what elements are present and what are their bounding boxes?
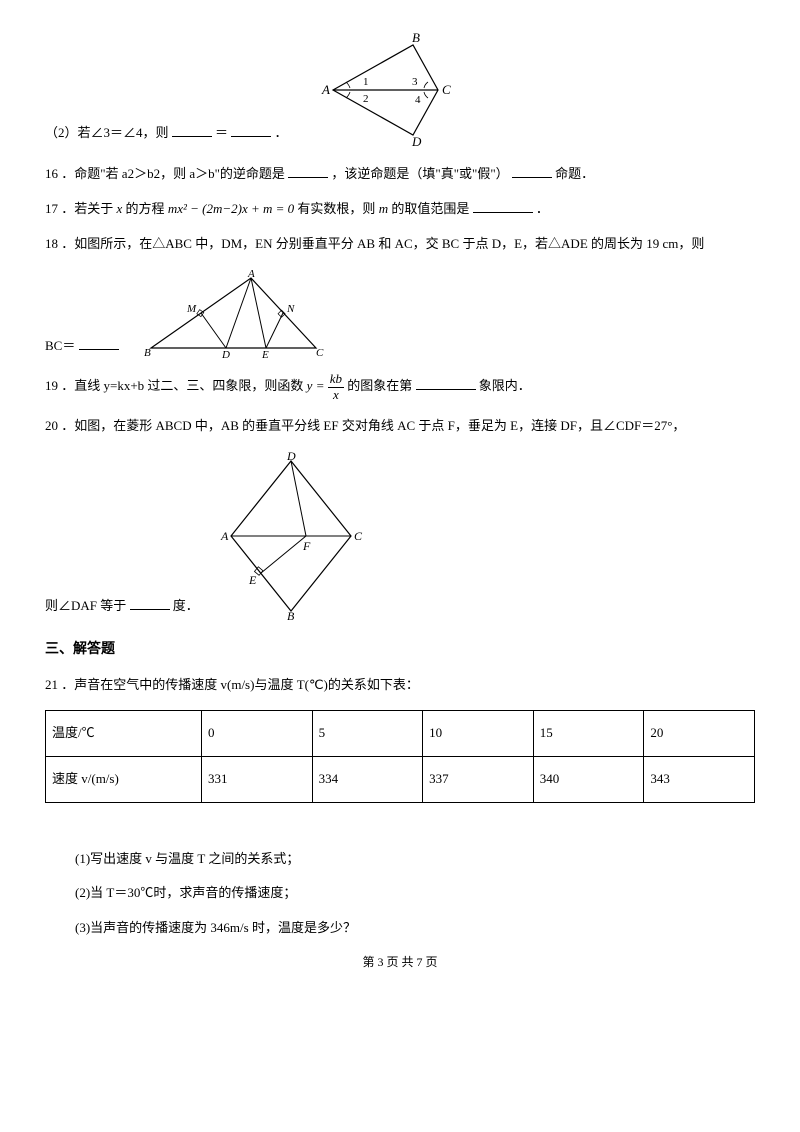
q17-formula: mx² − (2m−2)x + m = 0 bbox=[168, 201, 294, 216]
q17-text4: 的取值范围是 bbox=[391, 201, 469, 216]
q21-sub2: (2)当 T＝30℃时，求声音的传播速度； bbox=[75, 883, 755, 904]
q20-label-d: D bbox=[286, 451, 296, 463]
q15-label-c: C bbox=[442, 82, 451, 97]
q18-text: 18 ．如图所示，在△ABC 中，DM，EN 分别垂直平分 AB 和 AC，交 … bbox=[45, 234, 755, 255]
q19-text1: ．直线 y=kx+b 过二、三、四象限，则函数 bbox=[61, 378, 303, 393]
q17-text3: 有实数根，则 bbox=[297, 201, 375, 216]
q17-num: 17 bbox=[45, 201, 58, 216]
q17-m: m bbox=[379, 201, 388, 216]
q20-diagram: D A C B E F bbox=[211, 451, 371, 621]
q17-text5: ． bbox=[536, 201, 549, 216]
q15-row: （2）若∠3＝∠4，则 ＝ ． A B C D 1 2 3 4 bbox=[45, 30, 755, 150]
q15-angle-4: 4 bbox=[415, 94, 421, 106]
q18-bc-block: BC＝ bbox=[45, 336, 119, 359]
q21-r2c3: 337 bbox=[423, 756, 534, 802]
q21-r1c2: 5 bbox=[312, 710, 423, 756]
q15-label-d: D bbox=[411, 134, 422, 149]
table-row: 速度 v/(m/s) 331 334 337 340 343 bbox=[46, 756, 755, 802]
q21-r1c4: 15 bbox=[533, 710, 644, 756]
q20-row: 则∠DAF 等于 度． D A C B E F bbox=[45, 451, 755, 621]
q21: 21 ．声音在空气中的传播速度 v(m/s)与温度 T(℃)的关系如下表： bbox=[45, 675, 755, 696]
q21-r1c5: 20 bbox=[644, 710, 755, 756]
q17-blank bbox=[473, 200, 533, 213]
q15-blank-1 bbox=[172, 124, 212, 137]
q20-num: 20 bbox=[45, 418, 58, 433]
q16-blank-2 bbox=[512, 165, 552, 178]
q15-diagram: A B C D 1 2 3 4 bbox=[308, 30, 468, 150]
q16-blank-1 bbox=[288, 165, 328, 178]
q18-label-e: E bbox=[261, 349, 269, 358]
page-footer: 第 3 页 共 7 页 bbox=[45, 953, 755, 972]
q21-r1c1: 0 bbox=[201, 710, 312, 756]
q16-text3: 命题． bbox=[555, 166, 594, 181]
q20-text1: 20 ．如图，在菱形 ABCD 中，AB 的垂直平分线 EF 交对角线 AC 于… bbox=[45, 416, 755, 437]
q21-row1-label: 温度/℃ bbox=[46, 710, 202, 756]
q15-text-prefix: （2）若∠3＝∠4，则 bbox=[45, 125, 169, 140]
q18-num: 18 bbox=[45, 236, 58, 251]
q21-num: 21 bbox=[45, 677, 58, 692]
q19-frac-den: x bbox=[328, 388, 344, 402]
q15-blank-2 bbox=[231, 124, 271, 137]
q15-label-a: A bbox=[321, 82, 330, 97]
q19-fraction: kb x bbox=[328, 372, 344, 402]
q21-r2c2: 334 bbox=[312, 756, 423, 802]
q21-table: 温度/℃ 0 5 10 15 20 速度 v/(m/s) 331 334 337… bbox=[45, 710, 755, 803]
section-3-title: 三、解答题 bbox=[45, 639, 755, 661]
q15-angle-3: 3 bbox=[412, 76, 418, 88]
q20-text2-block: 则∠DAF 等于 度． bbox=[45, 596, 199, 621]
q18-row: BC＝ A B C D E M N bbox=[45, 268, 755, 358]
q20-label-f: F bbox=[302, 539, 311, 553]
q21-r2c4: 340 bbox=[533, 756, 644, 802]
q17-text2: 的方程 bbox=[126, 201, 165, 216]
q18-label-d: D bbox=[221, 349, 230, 358]
q21-row2-label: 速度 v/(m/s) bbox=[46, 756, 202, 802]
q20-text1-span: ．如图，在菱形 ABCD 中，AB 的垂直平分线 EF 交对角线 AC 于点 F… bbox=[61, 418, 685, 433]
q20-label-e: E bbox=[248, 573, 257, 587]
q20-text3: 度． bbox=[173, 598, 199, 613]
q19-yeq: y = bbox=[307, 378, 325, 393]
q16-text1: ．命题"若 a2＞b2，则 a＞b"的逆命题是 bbox=[61, 166, 285, 181]
q15-text-suffix: ． bbox=[275, 125, 288, 140]
table-row: 温度/℃ 0 5 10 15 20 bbox=[46, 710, 755, 756]
q17: 17 ．若关于 x 的方程 mx² − (2m−2)x + m = 0 有实数根… bbox=[45, 199, 755, 220]
q18-blank bbox=[79, 337, 119, 350]
q19-frac-num: kb bbox=[328, 372, 344, 387]
q21-r2c5: 343 bbox=[644, 756, 755, 802]
q21-sub3: (3)当声音的传播速度为 346m/s 时，温度是多少？ bbox=[75, 918, 755, 939]
q19-text3: 象限内． bbox=[479, 378, 531, 393]
q18-label-n: N bbox=[286, 303, 295, 315]
q18-diagram: A B C D E M N bbox=[131, 268, 331, 358]
q21-sub1: (1)写出速度 v 与温度 T 之间的关系式； bbox=[75, 849, 755, 870]
q16-num: 16 bbox=[45, 166, 58, 181]
q20-label-b: B bbox=[287, 609, 295, 621]
q18-label-a: A bbox=[247, 268, 255, 280]
q18-text1: ．如图所示，在△ABC 中，DM，EN 分别垂直平分 AB 和 AC，交 BC … bbox=[61, 236, 704, 251]
q21-r2c1: 331 bbox=[201, 756, 312, 802]
q15-text-block: （2）若∠3＝∠4，则 ＝ ． bbox=[45, 123, 288, 150]
q21-text: ．声音在空气中的传播速度 v(m/s)与温度 T(℃)的关系如下表： bbox=[61, 677, 419, 692]
q20-blank bbox=[130, 597, 170, 610]
q15-angle-2: 2 bbox=[363, 93, 369, 105]
q19: 19 ．直线 y=kx+b 过二、三、四象限，则函数 y = kb x 的图象在… bbox=[45, 372, 755, 402]
q21-r1c3: 10 bbox=[423, 710, 534, 756]
q16: 16 ．命题"若 a2＞b2，则 a＞b"的逆命题是 ，该逆命题是（填"真"或"… bbox=[45, 164, 755, 185]
q15-text-mid: ＝ bbox=[215, 125, 228, 140]
q18-bc-label: BC＝ bbox=[45, 338, 75, 353]
q15-angle-1: 1 bbox=[363, 76, 369, 88]
q20-label-c: C bbox=[354, 529, 363, 543]
q15-label-b: B bbox=[412, 30, 420, 45]
q17-text1: ．若关于 bbox=[61, 201, 113, 216]
q18-label-c: C bbox=[316, 347, 324, 358]
q18-label-b: B bbox=[144, 347, 151, 358]
q19-text2: 的图象在第 bbox=[347, 378, 412, 393]
q20-label-a: A bbox=[220, 529, 229, 543]
q19-num: 19 bbox=[45, 378, 58, 393]
q20-text2: 则∠DAF 等于 bbox=[45, 598, 126, 613]
q17-x: x bbox=[117, 201, 123, 216]
q19-blank bbox=[416, 377, 476, 390]
q18-label-m: M bbox=[186, 303, 197, 315]
q16-text2: ，该逆命题是（填"真"或"假"） bbox=[331, 166, 508, 181]
